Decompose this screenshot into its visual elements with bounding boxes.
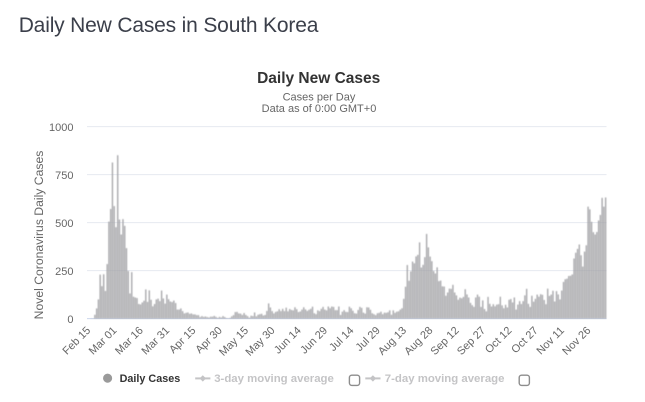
svg-text:Aug 13: Aug 13: [376, 325, 409, 358]
svg-text:Mar 16: Mar 16: [113, 325, 146, 358]
svg-text:Novel Coronavirus Daily Cases: Novel Coronavirus Daily Cases: [32, 151, 46, 320]
svg-text:3-day moving average: 3-day moving average: [214, 373, 334, 385]
svg-text:Oct 12: Oct 12: [483, 325, 514, 356]
svg-text:Daily New Cases in South Korea: Daily New Cases in South Korea: [19, 14, 319, 37]
svg-text:Daily New Cases: Daily New Cases: [257, 70, 380, 87]
svg-text:Jul 14: Jul 14: [327, 325, 356, 354]
svg-text:Jun 14: Jun 14: [272, 325, 304, 357]
svg-text:Aug 28: Aug 28: [402, 325, 435, 358]
svg-text:750: 750: [55, 170, 73, 182]
svg-text:Apr 15: Apr 15: [167, 325, 198, 356]
svg-text:Data as of 0:00 GMT+0: Data as of 0:00 GMT+0: [262, 103, 377, 115]
svg-text:May 30: May 30: [244, 325, 278, 359]
svg-text:Daily Cases: Daily Cases: [120, 373, 181, 385]
svg-text:Sep 12: Sep 12: [429, 325, 462, 358]
svg-text:500: 500: [55, 218, 73, 230]
svg-text:Mar 01: Mar 01: [87, 325, 120, 358]
svg-text:Feb 15: Feb 15: [61, 325, 94, 358]
svg-text:Sep 27: Sep 27: [455, 325, 488, 358]
svg-text:250: 250: [55, 266, 73, 278]
svg-text:Nov 26: Nov 26: [560, 325, 593, 358]
svg-text:1000: 1000: [49, 122, 73, 134]
svg-text:Mar 31: Mar 31: [140, 325, 173, 358]
svg-text:Jun 29: Jun 29: [298, 325, 330, 357]
svg-text:0: 0: [67, 314, 73, 326]
svg-text:Cases per Day: Cases per Day: [283, 91, 356, 103]
svg-text:7-day moving average: 7-day moving average: [385, 373, 505, 385]
